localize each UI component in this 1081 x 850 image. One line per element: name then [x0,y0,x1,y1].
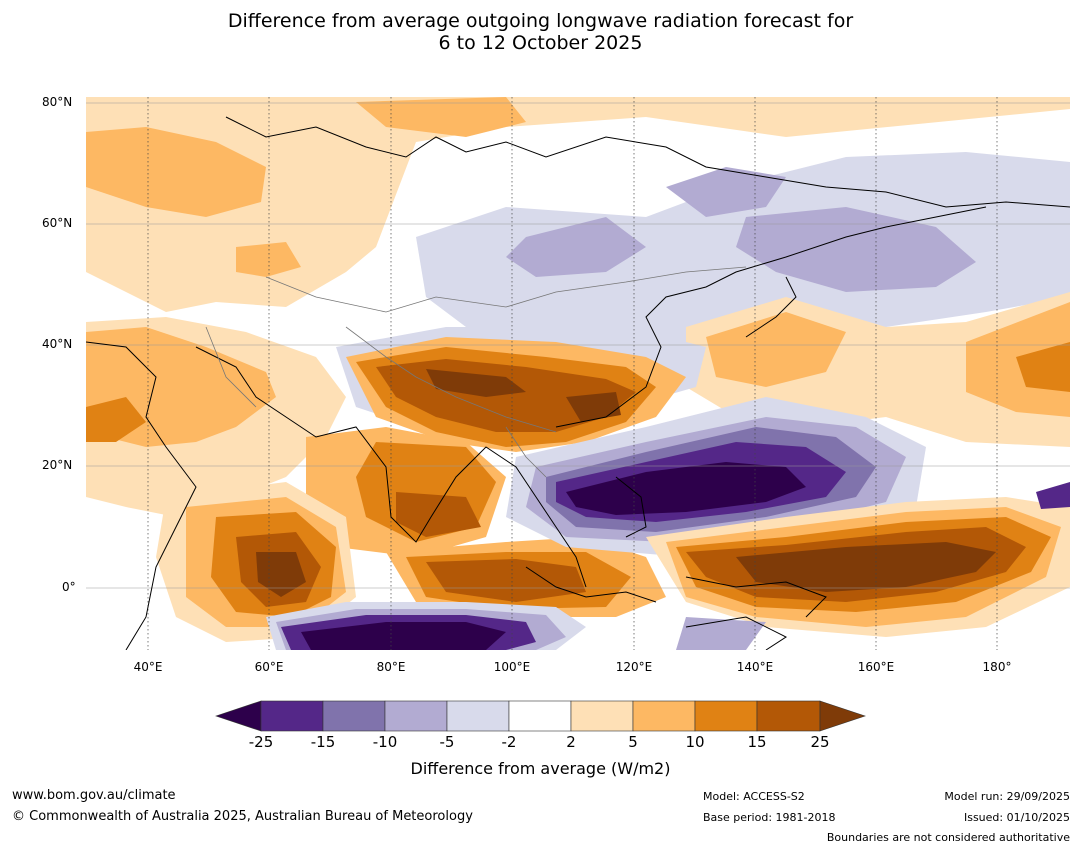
anomaly-region [301,622,506,650]
lon-label-120e: 120°E [615,660,653,674]
lat-gridlines [86,102,1070,589]
colorbar-label: Difference from average (W/m2) [410,759,671,778]
model-run-date: Model run: 29/09/2025 [944,790,1070,803]
lon-label-140e: 140°E [736,660,774,674]
anomaly-region [736,207,976,292]
lat-label-60n: 60°N [42,216,73,230]
country-boundaries [205,266,747,478]
source-url[interactable]: www.bom.gov.au/climate [12,788,176,803]
colorbar-segment [322,700,386,732]
colorbar-extend-high [819,700,866,732]
olr-anomaly-map [86,97,1070,650]
colorbar-segment [570,700,634,732]
base-period: Base period: 1981-2018 [703,811,836,824]
boundaries-disclaimer: Boundaries are not considered authoritat… [826,831,1070,844]
anomaly-region [356,97,526,137]
colorbar-segment [694,700,758,732]
lat-label-20n: 20°N [42,458,73,472]
colorbar-tick: -10 [372,733,398,751]
lat-label-equator: 0° [62,580,76,594]
lon-label-100e: 100°E [493,660,531,674]
anomaly-region [506,217,646,277]
colorbar-tick: 10 [685,733,705,751]
anomaly-region [86,127,266,217]
anomaly-region [706,312,846,387]
colorbar-segment [446,700,510,732]
colorbar-tick: 2 [566,733,576,751]
colorbar-tick: 25 [810,733,830,751]
anomaly-region [736,542,996,592]
colorbar-tick: -15 [310,733,336,751]
title-line-2: 6 to 12 October 2025 [438,32,643,54]
lon-label-160e: 160°E [857,660,895,674]
lon-label-180: 180° [982,660,1012,674]
anomaly-region [566,462,806,515]
lon-gridlines [147,97,998,650]
issued-date: Issued: 01/10/2025 [963,811,1070,824]
colorbar-tick: -25 [248,733,274,751]
anomaly-region [426,369,526,397]
colorbar-segment [260,700,324,732]
colorbar-segment [384,700,448,732]
map-panel[interactable] [86,97,1070,650]
anomaly-region [236,242,301,277]
anomaly-region [1016,342,1070,392]
lat-label-40n: 40°N [42,337,73,351]
chart-title: Difference from average outgoing longwav… [0,10,1081,54]
lat-label-80n: 80°N [42,95,73,109]
lon-label-40e: 40°E [133,660,163,674]
anomaly-region [396,492,481,537]
title-line-1: Difference from average outgoing longwav… [227,10,854,32]
lon-label-60e: 60°E [254,660,284,674]
colorbar-tick: -5 [439,733,455,751]
colorbar-tick: -2 [501,733,517,751]
anomaly-region [256,552,306,597]
anomaly-region [426,559,586,602]
colorbar-tick: 15 [747,733,767,751]
anomaly-region [86,97,1070,312]
colorbar-segment [508,700,572,732]
colorbar-segment [756,700,821,732]
lon-label-80e: 80°E [376,660,406,674]
anomaly-region [566,392,621,422]
anomaly-region [1036,482,1070,509]
anomaly-region [666,167,786,217]
colorbar-extend-low [215,700,262,732]
colorbar-segment [632,700,696,732]
copyright-text: © Commonwealth of Australia 2025, Austra… [12,809,473,824]
anomaly-region [86,397,146,442]
coastlines [86,116,1070,650]
model-name: Model: ACCESS-S2 [703,790,805,803]
colorbar-tick: 5 [628,733,638,751]
